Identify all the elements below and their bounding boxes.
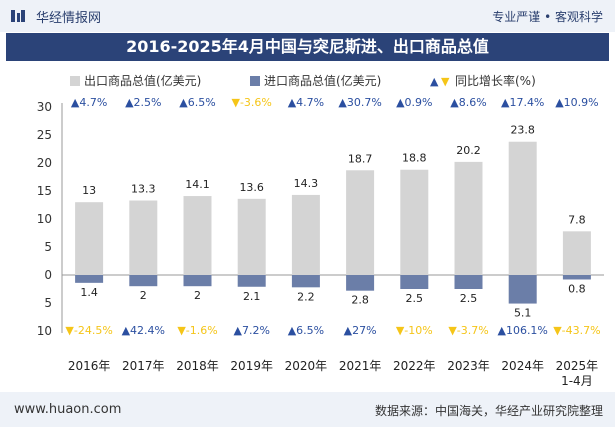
import-bar xyxy=(562,275,591,280)
export-value-label: 14.1 xyxy=(185,178,210,191)
export-growth-label: ▲4.7% xyxy=(288,96,324,109)
export-bar xyxy=(346,170,375,275)
export-value-label: 14.3 xyxy=(294,177,319,190)
export-value-label: 7.8 xyxy=(568,213,586,226)
x-tick-label: 2018年 xyxy=(176,359,219,373)
export-growth-label: ▲2.5% xyxy=(125,96,161,109)
import-bar xyxy=(129,275,158,287)
import-growth-label: ▼-3.7% xyxy=(448,324,488,337)
brand-name: 华经情报网 xyxy=(36,11,102,26)
export-growth-label: ▲30.7% xyxy=(338,96,381,109)
import-growth-label: ▼-24.5% xyxy=(65,324,112,337)
x-tick-label: 2019年 xyxy=(230,359,273,373)
import-growth-label: ▲6.5% xyxy=(288,324,324,337)
export-bar xyxy=(562,231,591,275)
export-growth-label: ▼-3.6% xyxy=(232,96,272,109)
y-tick-label: 10 xyxy=(37,324,52,338)
bottom-bar: www.huaon.com 数据来源：中国海关，华经产业研究院整理 xyxy=(0,392,615,427)
export-value-label: 13.3 xyxy=(131,183,156,196)
import-value-label: 2.8 xyxy=(351,294,369,307)
import-bar xyxy=(400,275,429,289)
import-bar xyxy=(346,275,375,291)
import-bar xyxy=(454,275,483,289)
import-value-label: 2 xyxy=(194,289,201,302)
import-growth-label: ▲27% xyxy=(344,324,377,337)
export-bar xyxy=(454,161,483,275)
website-link[interactable]: www.huaon.com xyxy=(14,402,122,417)
export-growth-label: ▲6.5% xyxy=(179,96,215,109)
import-bar xyxy=(183,275,212,287)
export-value-label: 13 xyxy=(82,184,96,197)
y-tick-label: 30 xyxy=(37,100,52,114)
y-tick-label: 20 xyxy=(37,156,52,170)
x-tick-label: 2024年 xyxy=(501,359,544,373)
import-bar xyxy=(291,275,320,288)
x-tick-label: 2023年 xyxy=(447,359,490,373)
export-value-label: 23.8 xyxy=(510,124,535,137)
export-bar xyxy=(400,169,429,275)
import-growth-label: ▼-1.6% xyxy=(177,324,217,337)
import-growth-label: ▼-43.7% xyxy=(553,324,600,337)
export-bar xyxy=(75,202,104,275)
legend-swatch-export xyxy=(70,76,80,86)
import-value-label: 1.4 xyxy=(80,286,98,299)
export-value-label: 18.7 xyxy=(348,152,373,165)
import-value-label: 2.5 xyxy=(460,292,478,305)
import-bar xyxy=(508,275,537,304)
y-tick-label: 25 xyxy=(37,128,52,142)
import-bar xyxy=(75,275,104,283)
y-tick-label: 15 xyxy=(37,184,52,198)
export-bar xyxy=(237,198,266,275)
import-value-label: 2.1 xyxy=(243,290,261,303)
legend-label-export: 出口商品总值(亿美元) xyxy=(84,73,201,88)
import-bar xyxy=(237,275,266,287)
export-growth-label: ▲17.4% xyxy=(501,96,544,109)
export-growth-label: ▲4.7% xyxy=(71,96,107,109)
x-tick-label: 2021年 xyxy=(339,359,382,373)
legend-down-icon: ▼ xyxy=(441,75,450,88)
top-bar: 华经情报网 专业严谨 • 客观科学 xyxy=(0,0,615,32)
export-bar xyxy=(291,194,320,275)
export-value-label: 20.2 xyxy=(456,144,481,157)
y-tick-label: 5 xyxy=(44,296,52,310)
y-tick-label: 5 xyxy=(44,240,52,254)
legend-label-growth: 同比增长率(%) xyxy=(455,73,536,88)
export-bar xyxy=(183,196,212,275)
export-value-label: 18.8 xyxy=(402,152,427,165)
logo-icon xyxy=(11,10,25,22)
export-growth-label: ▲0.9% xyxy=(396,96,432,109)
export-growth-label: ▲8.6% xyxy=(450,96,486,109)
legend-up-icon: ▲ xyxy=(430,75,439,88)
data-source: 数据来源：中国海关，华经产业研究院整理 xyxy=(374,404,603,418)
import-growth-label: ▲7.2% xyxy=(233,324,269,337)
import-value-label: 5.1 xyxy=(514,307,532,320)
export-bar xyxy=(129,200,158,275)
import-growth-label: ▼-10% xyxy=(396,324,433,337)
export-bar xyxy=(508,141,537,275)
slogan: 专业严谨 • 客观科学 xyxy=(492,10,603,24)
chart-title: 2016-2025年4月中国与突尼斯进、出口商品总值 xyxy=(6,33,609,61)
export-growth-label: ▲10.9% xyxy=(555,96,598,109)
x-tick-label: 2017年 xyxy=(122,359,165,373)
import-value-label: 2 xyxy=(140,289,147,302)
import-growth-label: ▲42.4% xyxy=(122,324,165,337)
y-tick-label: 0 xyxy=(44,268,52,282)
import-value-label: 2.5 xyxy=(406,292,424,305)
import-value-label: 2.2 xyxy=(297,290,315,303)
import-growth-label: ▲106.1% xyxy=(497,324,547,337)
x-tick-label: 2016年 xyxy=(68,359,111,373)
y-tick-label: 10 xyxy=(37,212,52,226)
x-tick-label: 2025年 xyxy=(556,359,599,373)
import-value-label: 0.8 xyxy=(568,282,586,295)
legend-swatch-import xyxy=(250,76,260,86)
chart: 30 25 20 15 10 5 0 5 10 出口商品总值(亿美元) 进口商品总值(亿美元) ▲ ▼ 同… xyxy=(37,73,604,388)
export-value-label: 13.6 xyxy=(239,181,264,194)
x-tick-label: 2022年 xyxy=(393,359,436,373)
x-tick-label: 1-4月 xyxy=(561,374,593,388)
legend-label-import: 进口商品总值(亿美元) xyxy=(264,73,381,88)
x-tick-label: 2020年 xyxy=(285,359,328,373)
